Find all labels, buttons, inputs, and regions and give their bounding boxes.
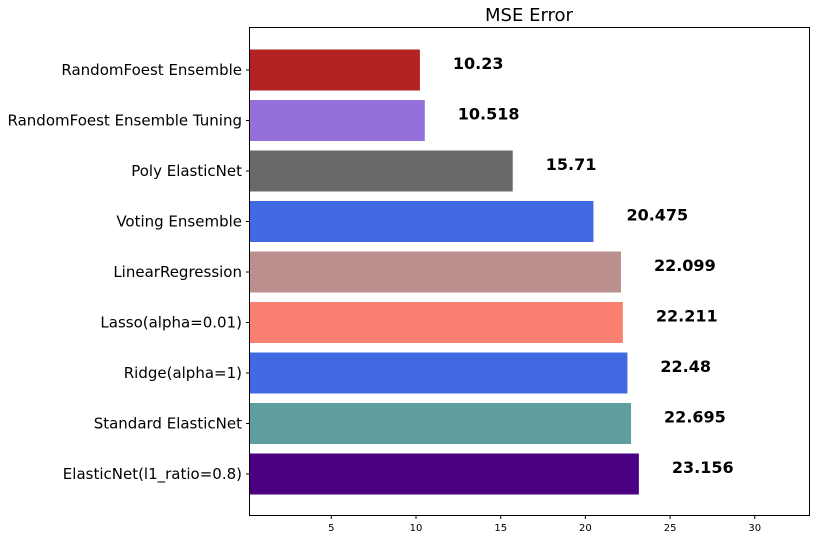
x-tick-label: 30: [748, 523, 761, 534]
y-tick-label: Ridge(alpha=1): [124, 364, 242, 382]
y-tick-label: Standard ElasticNet: [94, 415, 242, 433]
bar: [250, 352, 628, 394]
data-label: 23.156: [672, 458, 734, 477]
bar: [250, 251, 621, 293]
y-tick-label: Poly ElasticNet: [131, 162, 242, 180]
y-tick-label: RandomFoest Ensemble: [61, 61, 242, 79]
bar: [250, 403, 632, 444]
bar: [250, 150, 513, 192]
bar: [250, 302, 623, 343]
bar: [250, 49, 420, 91]
chart-title: MSE Error: [485, 5, 574, 26]
x-tick-label: 5: [328, 523, 334, 534]
data-label: 20.475: [626, 206, 688, 225]
y-tick-label: LinearRegression: [113, 263, 242, 281]
y-tick-label: ElasticNet(l1_ratio=0.8): [63, 465, 242, 484]
x-tick-label: 20: [579, 523, 592, 534]
bar: [250, 100, 425, 141]
x-tick-label: 10: [410, 523, 423, 534]
x-tick-label: 25: [664, 523, 677, 534]
data-label: 22.48: [660, 357, 711, 376]
bar: [250, 453, 639, 495]
plot-frame: [249, 27, 810, 516]
data-label: 10.23: [453, 54, 504, 73]
x-tick-label: 15: [494, 523, 507, 534]
data-label: 22.211: [656, 307, 718, 326]
y-tick-label: Lasso(alpha=0.01): [100, 314, 242, 332]
bar: [250, 201, 594, 242]
y-tick-label: RandomFoest Ensemble Tuning: [8, 112, 243, 130]
data-label: 15.71: [546, 155, 597, 174]
data-label: 10.518: [458, 105, 520, 124]
data-label: 22.099: [654, 256, 716, 275]
y-tick-label: Voting Ensemble: [116, 213, 242, 231]
data-label: 22.695: [664, 408, 726, 427]
